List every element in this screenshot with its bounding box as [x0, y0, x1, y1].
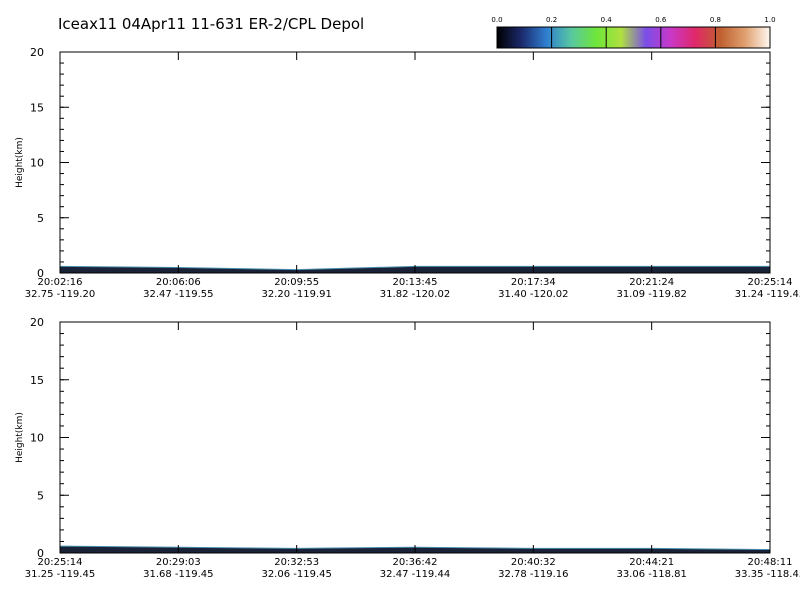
colorbar-tick-label: 0.6	[655, 16, 667, 24]
x-tick-label: 20:17:34	[511, 277, 556, 288]
x-position-label: 32.20 -119.91	[261, 289, 331, 300]
y-tick-label: 15	[30, 101, 44, 114]
x-tick-label: 20:09:55	[274, 277, 319, 288]
x-tick-label: 20:40:32	[511, 557, 556, 568]
y-tick-label: 10	[30, 157, 44, 170]
x-position-label: 32.78 -119.16	[498, 569, 568, 580]
colorbar-tick-label: 0.4	[601, 16, 613, 24]
x-position-label: 32.06 -119.45	[261, 569, 331, 580]
colorbar-tick-label: 0.2	[546, 16, 557, 24]
x-position-label: 31.82 -120.02	[380, 289, 450, 300]
x-tick-label: 20:02:16	[38, 277, 83, 288]
x-tick-label: 20:36:42	[393, 557, 438, 568]
y-tick-label: 20	[30, 316, 44, 329]
colorbar	[496, 26, 771, 49]
y-tick-label: 0	[37, 267, 44, 280]
x-tick-label: 20:44:21	[629, 557, 674, 568]
y-axis-label: Height(km)	[15, 412, 25, 463]
x-position-label: 31.09 -119.82	[616, 289, 686, 300]
x-position-label: 31.40 -120.02	[498, 289, 568, 300]
x-position-label: 32.47 -119.55	[143, 289, 213, 300]
y-axis-label: Height(km)	[15, 137, 25, 188]
x-tick-label: 20:32:53	[274, 557, 319, 568]
colorbar-tick-label: 1.0	[764, 16, 775, 24]
colorbar-tick-label: 0.0	[491, 16, 502, 24]
x-position-label: 33.06 -118.81	[616, 569, 686, 580]
x-tick-label: 20:13:45	[393, 277, 438, 288]
chart-title: Iceax11 04Apr11 11-631 ER-2/CPL Depol	[58, 15, 364, 33]
y-tick-label: 15	[30, 374, 44, 387]
x-position-label: 31.24 -119.45	[735, 289, 800, 300]
y-tick-label: 20	[30, 46, 44, 59]
x-position-label: 31.25 -119.45	[25, 569, 95, 580]
x-position-label: 31.68 -119.45	[143, 569, 213, 580]
x-tick-label: 20:25:14	[748, 277, 793, 288]
y-tick-label: 10	[30, 432, 44, 445]
x-tick-label: 20:48:11	[748, 557, 793, 568]
x-position-label: 32.47 -119.44	[380, 569, 450, 580]
x-tick-label: 20:21:24	[629, 277, 674, 288]
x-tick-label: 20:29:03	[156, 557, 201, 568]
x-position-label: 32.75 -119.20	[25, 289, 95, 300]
x-position-label: 33.35 -118.45	[735, 569, 800, 580]
y-tick-label: 5	[37, 212, 44, 225]
x-tick-label: 20:25:14	[38, 557, 83, 568]
colorbar-tick-label: 0.8	[710, 16, 721, 24]
y-tick-label: 5	[37, 489, 44, 502]
x-tick-label: 20:06:06	[156, 277, 201, 288]
y-tick-label: 0	[37, 547, 44, 560]
